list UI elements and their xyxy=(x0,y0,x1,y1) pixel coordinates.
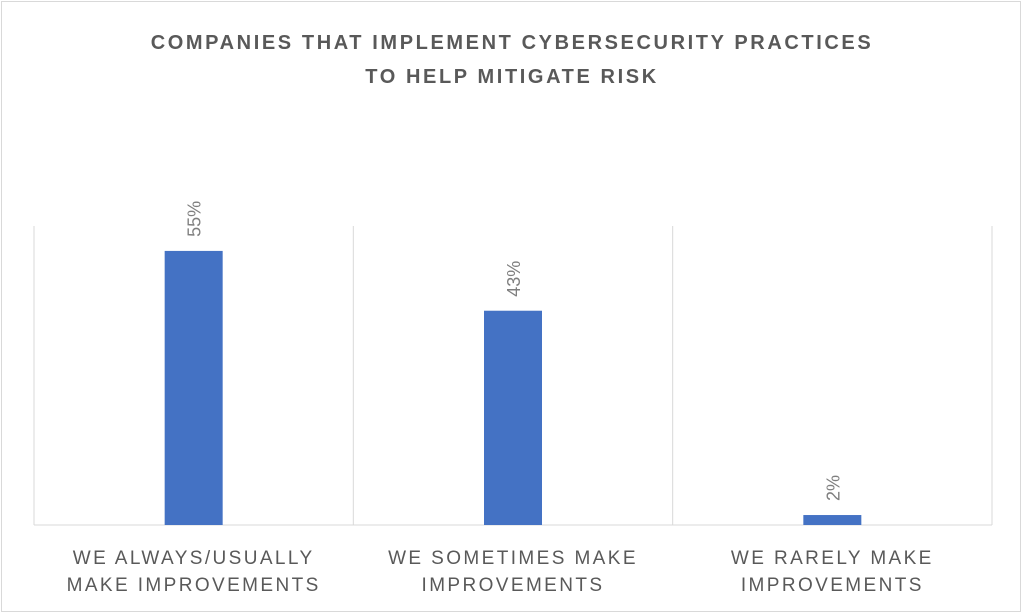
x-tick-label: IMPROVEMENTS xyxy=(422,575,605,596)
chart-title: COMPANIES THAT IMPLEMENT CYBERSECURITY P… xyxy=(2,26,1022,94)
data-label: 2% xyxy=(823,475,843,501)
data-label: 43% xyxy=(504,261,524,297)
bar xyxy=(164,250,223,525)
x-tick-label: WE ALWAYS/USUALLY xyxy=(73,548,315,569)
chart-title-line-1: COMPANIES THAT IMPLEMENT CYBERSECURITY P… xyxy=(150,32,874,54)
bar xyxy=(484,310,542,525)
bar xyxy=(803,515,862,525)
x-tick-label: MAKE IMPROVEMENTS xyxy=(67,575,321,596)
x-tick-label: IMPROVEMENTS xyxy=(741,575,924,596)
chart-title-line-2: TO HELP MITIGATE RISK xyxy=(365,66,659,88)
x-tick-label: WE SOMETIMES MAKE xyxy=(388,548,638,569)
x-tick-label: WE RARELY MAKE xyxy=(731,548,934,569)
data-label: 55% xyxy=(185,201,205,237)
